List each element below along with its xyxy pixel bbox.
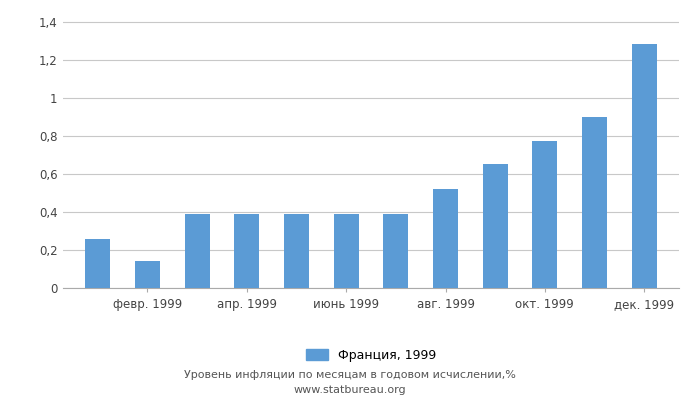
Text: Уровень инфляции по месяцам в годовом исчислении,%: Уровень инфляции по месяцам в годовом ис… [184,370,516,380]
Bar [582,117,607,288]
Legend: Франция, 1999: Франция, 1999 [300,344,442,367]
Bar [334,214,358,288]
Bar [284,214,309,288]
Bar [135,261,160,288]
Bar [533,142,557,288]
Bar [185,214,209,288]
Text: www.statbureau.org: www.statbureau.org [294,385,406,395]
Bar [483,164,507,288]
Bar [384,214,408,288]
Bar [234,214,259,288]
Bar [632,44,657,288]
Bar [85,238,110,288]
Bar [433,189,458,288]
